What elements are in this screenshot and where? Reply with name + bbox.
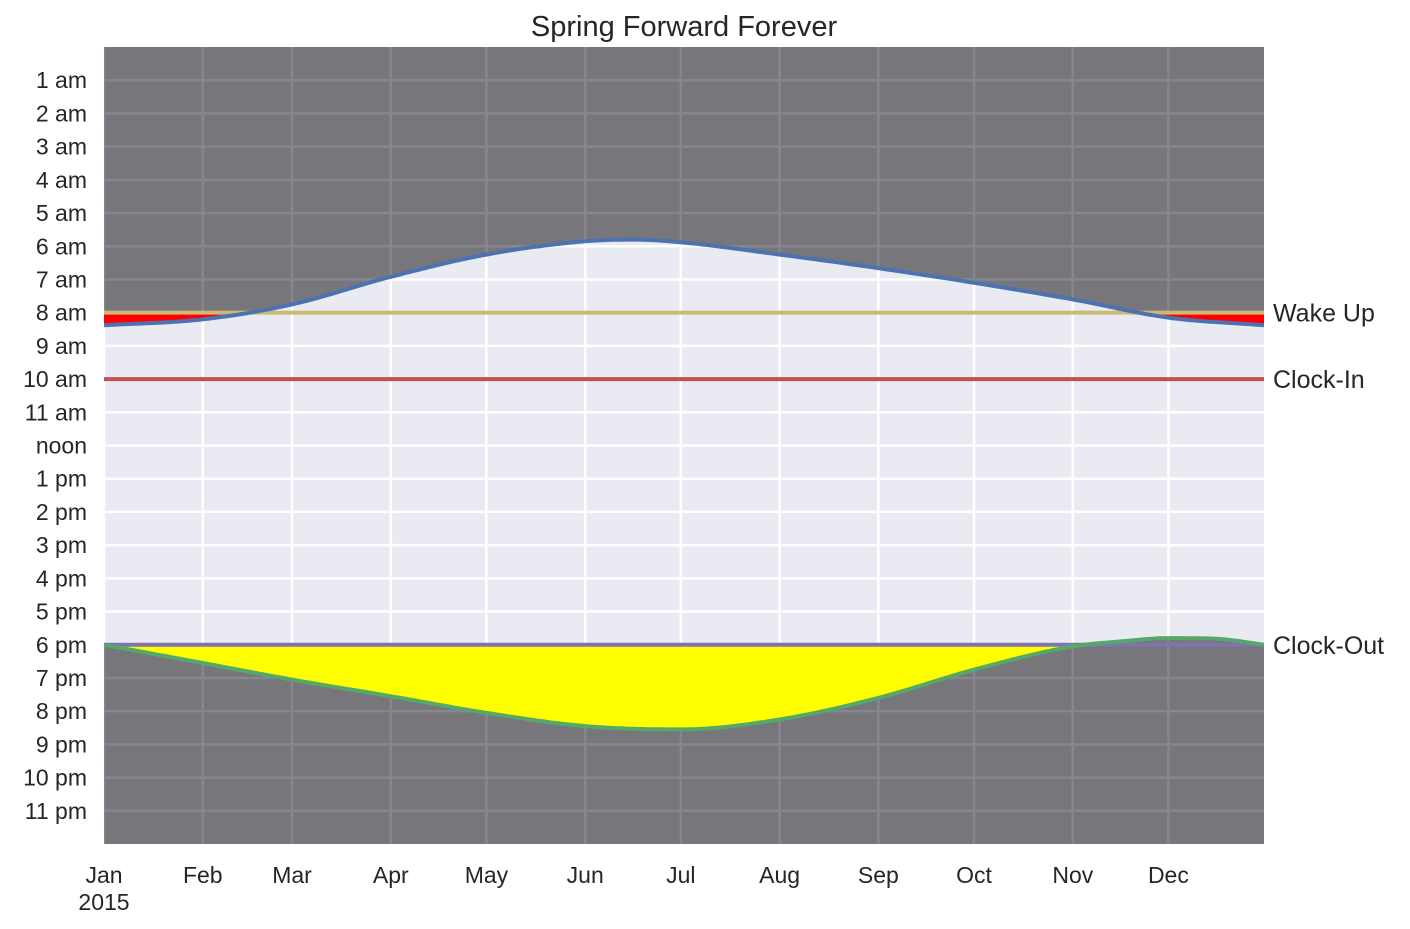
- x-tick-label: Mar: [272, 862, 312, 888]
- night-gridlines: [104, 47, 1264, 326]
- y-tick-label: 11 am: [25, 399, 87, 425]
- y-tick-label: 1 pm: [36, 466, 87, 492]
- y-tick-label: 5 pm: [36, 599, 87, 625]
- wake-up-label: Wake Up: [1273, 300, 1375, 328]
- x-tick-label: Feb: [183, 862, 223, 888]
- plot-area: [104, 47, 1264, 844]
- sunset-line: [104, 636, 1264, 732]
- y-tick-label: 4 pm: [36, 565, 87, 591]
- x-tick-label: May: [465, 862, 509, 888]
- clock-out-label: Clock-Out: [1273, 632, 1384, 660]
- y-tick-label: 10 pm: [23, 765, 87, 791]
- y-tick-label: 6 pm: [36, 632, 87, 658]
- y-tick-label: 9 pm: [36, 731, 87, 757]
- chart-title: Spring Forward Forever: [531, 11, 838, 43]
- y-tick-label: 2 am: [36, 100, 87, 126]
- sunrise-line: [104, 237, 1264, 328]
- y-tick-label: 5 am: [36, 200, 87, 226]
- x-tick-label: Dec: [1148, 862, 1189, 888]
- y-tick-label: 4 am: [36, 167, 87, 193]
- y-tick-label: 1 am: [36, 67, 87, 93]
- x-year-label: 2015: [78, 889, 129, 915]
- x-tick-label: Jun: [567, 862, 604, 888]
- y-tick-label: 8 am: [36, 300, 87, 326]
- x-axis: Jan Feb Mar Apr May Jun Jul Aug Sep Oct Nov Dec 2015: [78, 862, 1188, 915]
- y-tick-label: 3 am: [36, 134, 87, 160]
- x-tick-label: Sep: [858, 862, 899, 888]
- y-tick-label: 9 am: [36, 333, 87, 359]
- y-tick-label: 2 pm: [36, 499, 87, 525]
- clock-in-label: Clock-In: [1273, 366, 1365, 394]
- reference-line-labels: Wake Up Clock-In Clock-Out: [1273, 300, 1384, 660]
- y-tick-label: 11 pm: [25, 798, 87, 824]
- x-tick-label: Jul: [666, 862, 695, 888]
- y-tick-label: 7 am: [36, 266, 87, 292]
- x-tick-label: Apr: [373, 862, 409, 888]
- y-tick-label: 8 pm: [36, 698, 87, 724]
- x-tick-label: Nov: [1052, 862, 1093, 888]
- y-tick-label: noon: [36, 433, 87, 459]
- y-tick-label: 10 am: [23, 366, 87, 392]
- y-axis: 1 am 2 am 3 am 4 am 5 am 6 am 7 am 8 am 9 am 10 a…: [23, 67, 87, 824]
- evening-daylight-area: [104, 644, 1264, 730]
- plot-content: [104, 47, 1264, 844]
- y-tick-label: 6 am: [36, 233, 87, 259]
- x-tick-label: Oct: [956, 862, 992, 888]
- y-tick-label: 3 pm: [36, 532, 87, 558]
- x-tick-label: Jan: [85, 862, 122, 888]
- y-tick-label: 7 pm: [36, 665, 87, 691]
- x-tick-label: Aug: [759, 862, 800, 888]
